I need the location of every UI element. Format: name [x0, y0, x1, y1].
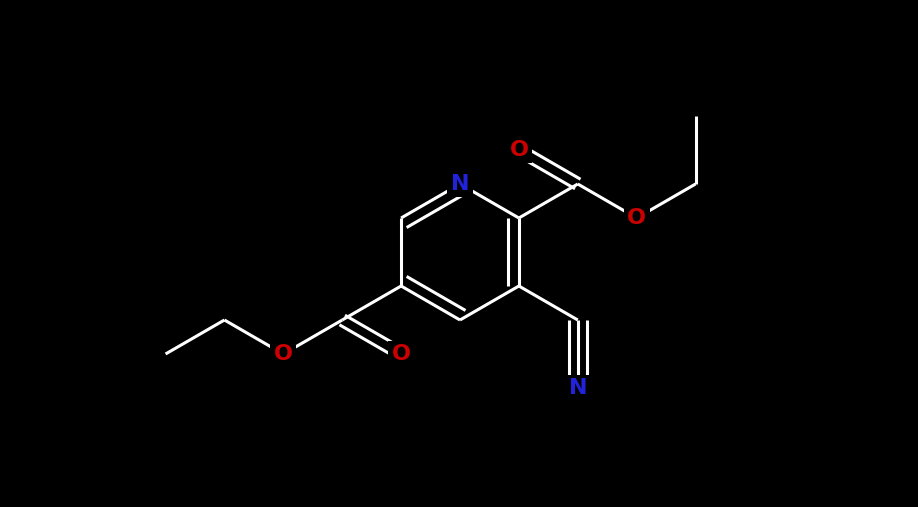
Text: N: N [568, 378, 587, 398]
Text: O: O [274, 344, 293, 364]
Text: N: N [451, 174, 469, 194]
Text: O: O [392, 344, 410, 364]
Text: O: O [627, 208, 646, 228]
Text: O: O [509, 140, 529, 160]
